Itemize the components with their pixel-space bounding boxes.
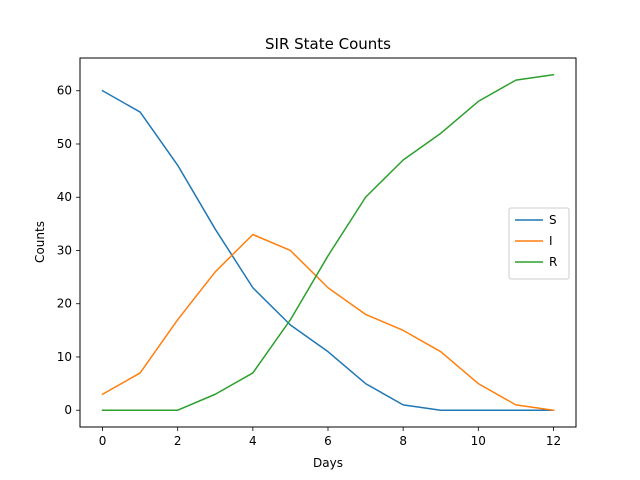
plot-frame — [79, 57, 577, 428]
x-tick-label: 6 — [324, 434, 332, 448]
legend-label-i: I — [549, 234, 553, 248]
x-tick-label: 4 — [249, 434, 257, 448]
x-tick-label: 10 — [471, 434, 486, 448]
series-line-s — [101, 89, 555, 411]
series-layer — [101, 73, 555, 412]
y-tick-label: 50 — [57, 137, 72, 151]
y-tick-label: 10 — [57, 350, 72, 364]
series-line-r — [101, 73, 555, 411]
legend-label-s: S — [549, 213, 557, 227]
x-tick-label: 0 — [99, 434, 107, 448]
x-tick-label: 12 — [546, 434, 561, 448]
y-tick-label: 30 — [57, 243, 72, 257]
x-axis: 0 2 4 6 8 10 12 — [99, 427, 561, 448]
legend-label-r: R — [549, 255, 557, 269]
y-axis-title: Counts — [33, 221, 47, 263]
y-axis: 0 10 20 30 40 50 60 — [57, 84, 80, 417]
y-tick-label: 20 — [57, 297, 72, 311]
x-tick-label: 8 — [399, 434, 407, 448]
y-tick-label: 0 — [64, 403, 72, 417]
y-tick-label: 40 — [57, 190, 72, 204]
x-tick-label: 2 — [174, 434, 182, 448]
series-line-i — [101, 233, 555, 412]
y-tick-label: 60 — [57, 84, 72, 98]
legend: SIR — [508, 207, 570, 280]
x-axis-title: Days — [313, 456, 343, 470]
legend-box — [508, 207, 570, 280]
chart-title: SIR State Counts — [265, 35, 391, 53]
